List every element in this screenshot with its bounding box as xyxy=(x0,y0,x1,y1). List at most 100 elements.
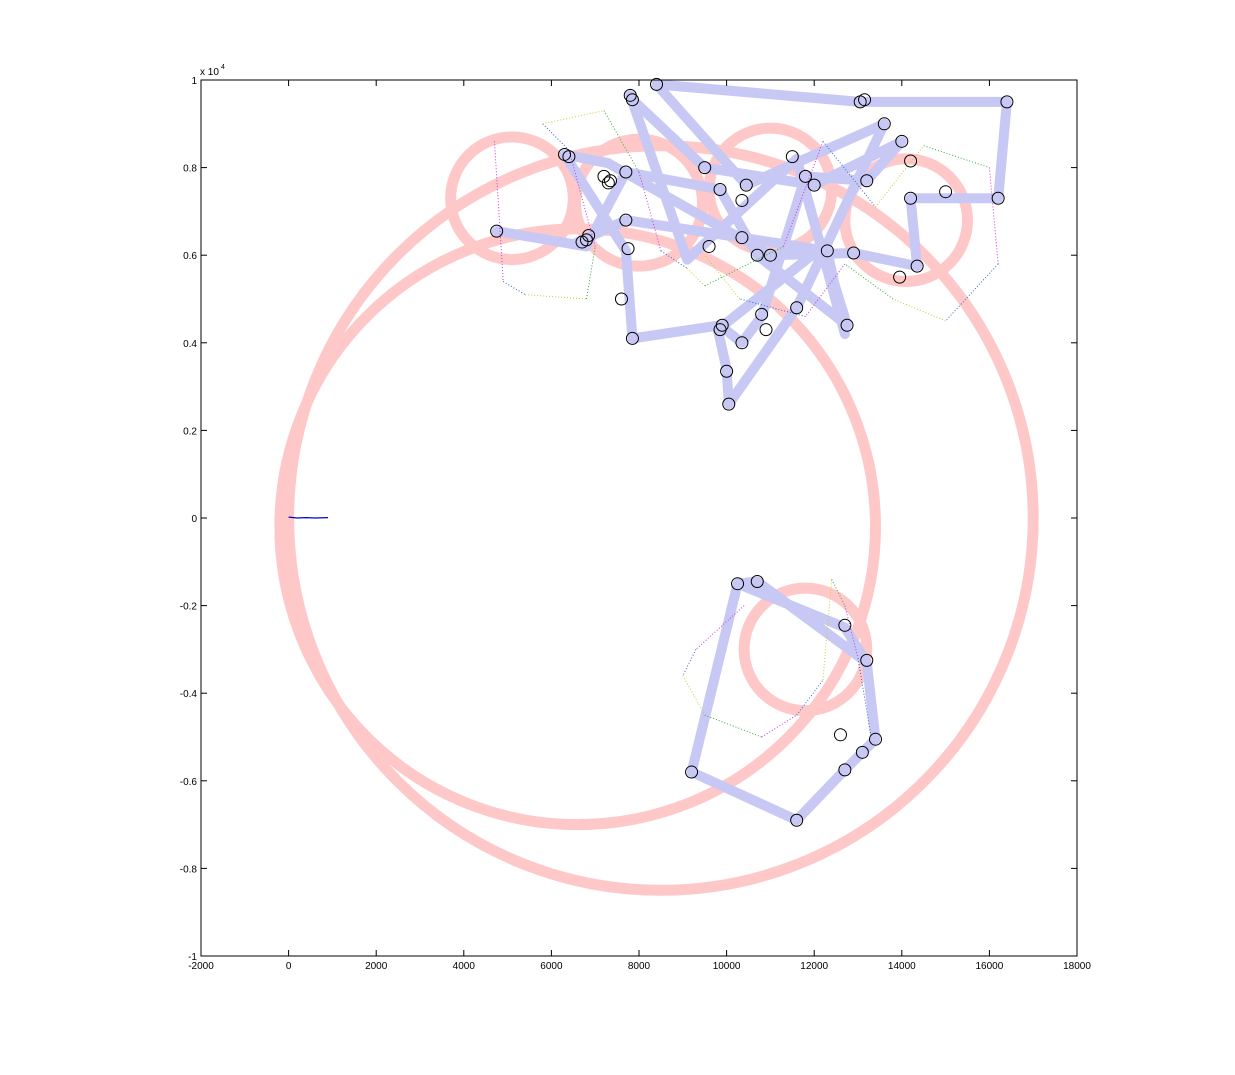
dotted-trajectory xyxy=(739,298,806,318)
circle-marker xyxy=(807,178,821,192)
pink-circle-arc xyxy=(569,133,709,272)
x-tick-label: 12000 xyxy=(800,961,828,972)
dotted-trajectory xyxy=(502,281,526,296)
y-exponent: x 10 4 xyxy=(200,64,225,78)
dotted-trajectory xyxy=(761,714,797,738)
circle-marker xyxy=(597,169,611,183)
x-axis-ticks: -2000 0 2000 4000 6000 8000 10000 12000 14000 160… xyxy=(188,80,1091,972)
y-exponent-label: x 10 xyxy=(200,67,219,78)
dotted-trajectory xyxy=(682,649,697,676)
circle-marker xyxy=(619,165,633,179)
x-tick-label: -2000 xyxy=(188,961,214,972)
y-tick-label: 0.2 xyxy=(183,426,197,437)
circle-marker xyxy=(685,765,699,779)
pink-circle-arc xyxy=(839,153,973,287)
circle-marker xyxy=(893,270,907,284)
dotted-trajectory xyxy=(875,145,925,208)
dotted-trajectory xyxy=(822,141,876,208)
dotted-trajectory xyxy=(857,658,872,738)
circle-marker xyxy=(798,169,812,183)
x-tick-label: 4000 xyxy=(453,961,476,972)
circle-marker xyxy=(847,246,861,260)
circle-marker xyxy=(833,728,847,742)
circle-marker xyxy=(739,178,753,192)
circle-marker xyxy=(735,193,749,207)
dotted-trajectory xyxy=(831,579,846,606)
dotted-trajectory xyxy=(686,267,706,287)
x-tick-label: 2000 xyxy=(365,961,388,972)
circle-marker xyxy=(860,174,874,188)
circle-marker xyxy=(991,191,1005,205)
circle-marker xyxy=(763,248,777,262)
y-tick-label: 0.4 xyxy=(183,339,197,350)
x-tick-label: 16000 xyxy=(975,961,1003,972)
dotted-trajectory xyxy=(493,141,504,282)
circle-marker xyxy=(604,174,618,188)
circle-marker xyxy=(939,185,953,199)
circle-marker xyxy=(582,228,596,242)
dotted-trajectory xyxy=(660,250,688,269)
circle-marker xyxy=(750,248,764,262)
circle-marker xyxy=(755,307,769,321)
data-layer xyxy=(274,77,1039,896)
circle-marker xyxy=(895,134,909,148)
y-tick-label: 1 xyxy=(191,76,197,87)
x-tick-label: 6000 xyxy=(540,961,563,972)
circle-marker xyxy=(877,117,891,131)
y-exponent-power: 4 xyxy=(221,64,225,71)
dotted-trajectory xyxy=(844,605,859,659)
dotted-trajectory xyxy=(892,298,946,322)
circle-marker xyxy=(614,292,628,306)
circle-marker xyxy=(722,397,736,411)
circle-marker xyxy=(790,301,804,315)
circle-marker xyxy=(702,239,716,253)
circle-marker xyxy=(790,813,804,827)
dotted-trajectory xyxy=(805,263,846,317)
circle-marker xyxy=(820,244,834,258)
circle-marker xyxy=(720,364,734,378)
y-tick-label: 0.6 xyxy=(183,251,197,262)
x-tick-label: 10000 xyxy=(713,961,741,972)
y-tick-label: -0.6 xyxy=(180,777,198,788)
circle-marker xyxy=(910,259,924,273)
circle-marker xyxy=(750,575,764,589)
x-tick-label: 0 xyxy=(286,961,292,972)
x-tick-label: 18000 xyxy=(1063,961,1091,972)
start-line xyxy=(288,516,329,519)
dotted-trajectory xyxy=(945,263,999,322)
dotted-trajectory xyxy=(704,254,741,300)
circle-marker xyxy=(715,318,729,332)
x-tick-label: 14000 xyxy=(888,961,916,972)
dotted-trajectory xyxy=(542,123,570,151)
y-tick-label: -0.4 xyxy=(180,689,198,700)
circle-marker xyxy=(713,183,727,196)
circle-marker xyxy=(904,191,918,205)
y-tick-label: 0.8 xyxy=(183,164,197,175)
circle-marker xyxy=(840,318,854,332)
dotted-trajectory xyxy=(796,679,824,716)
dotted-trajectory xyxy=(695,605,745,650)
circle-marker xyxy=(838,618,852,632)
circle-marker xyxy=(731,577,745,591)
dotted-trajectory xyxy=(844,263,894,300)
circle-marker xyxy=(838,763,852,777)
dotted-trajectory xyxy=(988,167,999,265)
circle-marker xyxy=(858,93,872,107)
dotted-trajectory xyxy=(822,579,833,681)
circle-marker xyxy=(601,176,615,190)
circle-marker xyxy=(623,88,637,102)
circle-marker xyxy=(735,336,749,350)
circle-marker xyxy=(650,77,664,91)
circle-marker xyxy=(855,745,869,759)
dotted-trajectory xyxy=(704,714,762,738)
y-tick-label: -0.2 xyxy=(180,602,198,613)
circle-marker xyxy=(621,242,635,256)
dotted-trajectory xyxy=(783,141,824,247)
circle-marker xyxy=(625,331,639,345)
circle-marker xyxy=(490,224,504,238)
y-axis-ticks: -1 -0.8 -0.6 -0.4 -0.2 0 0.2 0.4 0.6 0.8 1 xyxy=(180,76,1077,963)
blue-path-segment xyxy=(686,576,881,826)
circle-marker xyxy=(869,732,883,746)
blue-path-segment xyxy=(491,79,1012,410)
